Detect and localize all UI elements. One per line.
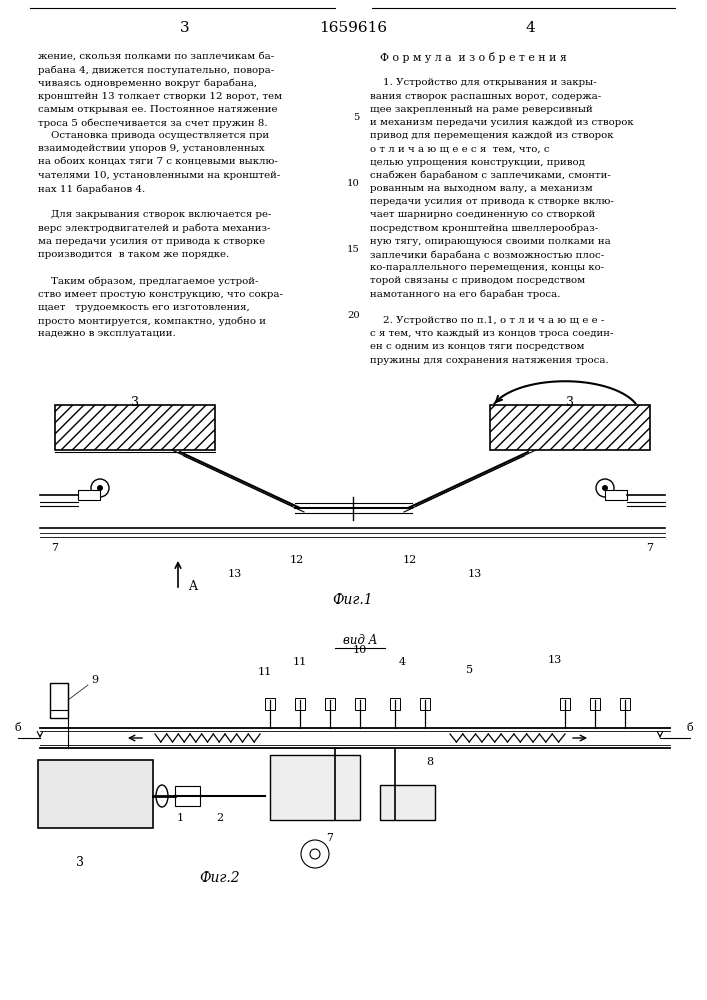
Text: 12: 12 <box>403 555 417 565</box>
Text: ен с одним из концов тяги посредством: ен с одним из концов тяги посредством <box>370 342 585 351</box>
Bar <box>380 785 435 820</box>
Text: торой связаны с приводом посредством: торой связаны с приводом посредством <box>370 276 585 285</box>
Text: 3: 3 <box>76 856 84 869</box>
Text: троса 5 обеспечивается за счет пружин 8.: троса 5 обеспечивается за счет пружин 8. <box>38 118 268 127</box>
Text: заплечики барабана с возможностью плос-: заплечики барабана с возможностью плос- <box>370 250 604 259</box>
Text: Фиг.1: Фиг.1 <box>333 593 373 607</box>
Text: A: A <box>188 580 197 593</box>
Text: снабжен барабаном с заплечиками, смонти-: снабжен барабаном с заплечиками, смонти- <box>370 171 611 180</box>
Text: ную тягу, опирающуюся своими полками на: ную тягу, опирающуюся своими полками на <box>370 237 611 246</box>
Bar <box>390 698 400 710</box>
Text: 15: 15 <box>347 244 360 253</box>
Text: 3: 3 <box>131 395 139 408</box>
Bar <box>38 760 153 828</box>
Text: 9: 9 <box>91 675 98 685</box>
Text: просто монтируется, компактно, удобно и: просто монтируется, компактно, удобно и <box>38 316 266 326</box>
Text: Для закрывания створок включается ре-: Для закрывания створок включается ре- <box>38 210 271 219</box>
Text: 1: 1 <box>177 813 184 823</box>
Bar <box>605 490 627 500</box>
Text: чиваясь одновременно вокруг барабана,: чиваясь одновременно вокруг барабана, <box>38 78 257 88</box>
Text: 7: 7 <box>52 543 59 553</box>
Text: привод для перемещения каждой из створок: привод для перемещения каждой из створок <box>370 131 614 140</box>
Text: производится  в таком же порядке.: производится в таком же порядке. <box>38 250 229 259</box>
Ellipse shape <box>602 485 608 491</box>
Text: щает   трудоемкость его изготовления,: щает трудоемкость его изготовления, <box>38 303 250 312</box>
Text: намотанного на его барабан троса.: намотанного на его барабан троса. <box>370 290 561 299</box>
Text: ко-параллельного перемещения, концы ко-: ко-параллельного перемещения, концы ко- <box>370 263 604 272</box>
Bar <box>490 405 650 450</box>
Text: пружины для сохранения натяжения троса.: пружины для сохранения натяжения троса. <box>370 356 609 365</box>
Text: на обоих концах тяги 7 с концевыми выклю-: на обоих концах тяги 7 с концевыми выклю… <box>38 158 278 167</box>
Text: Фиг.2: Фиг.2 <box>199 871 240 885</box>
Text: передачи усилия от привода к створке вклю-: передачи усилия от привода к створке вкл… <box>370 197 614 206</box>
Text: 20: 20 <box>347 310 360 320</box>
Text: 2: 2 <box>216 813 223 823</box>
Text: 2. Устройство по п.1, о т л и ч а ю щ е е -: 2. Устройство по п.1, о т л и ч а ю щ е … <box>370 316 604 325</box>
Bar <box>78 490 100 500</box>
Text: 1659616: 1659616 <box>319 21 387 35</box>
Text: самым открывая ее. Постоянное натяжение: самым открывая ее. Постоянное натяжение <box>38 105 278 114</box>
Bar <box>620 698 630 710</box>
Text: 11: 11 <box>258 667 272 677</box>
Text: вид A: вид A <box>343 634 377 647</box>
Text: б: б <box>15 723 21 733</box>
Bar <box>560 698 570 710</box>
Text: нах 11 барабанов 4.: нах 11 барабанов 4. <box>38 184 145 194</box>
Text: жение, скользя полками по заплечикам ба-: жение, скользя полками по заплечикам ба- <box>38 52 274 61</box>
Text: 5: 5 <box>467 665 474 675</box>
Text: Остановка привода осуществляется при: Остановка привода осуществляется при <box>38 131 269 140</box>
Text: посредством кронштейна швеллерообраз-: посредством кронштейна швеллерообраз- <box>370 224 598 233</box>
Text: и механизм передачи усилия каждой из створок: и механизм передачи усилия каждой из ств… <box>370 118 633 127</box>
Text: 13: 13 <box>228 569 242 579</box>
Text: б: б <box>686 723 694 733</box>
Text: 11: 11 <box>293 657 307 667</box>
Text: 12: 12 <box>290 555 304 565</box>
Text: 1. Устройство для открывания и закры-: 1. Устройство для открывания и закры- <box>370 78 597 87</box>
Text: верс электродвигателей и работа механиз-: верс электродвигателей и работа механиз- <box>38 224 271 233</box>
Text: с я тем, что каждый из концов троса соедин-: с я тем, что каждый из концов троса соед… <box>370 329 614 338</box>
Ellipse shape <box>97 485 103 491</box>
Bar <box>325 698 335 710</box>
Bar <box>590 698 600 710</box>
Text: 4: 4 <box>525 21 535 35</box>
Bar <box>295 698 305 710</box>
Text: 7: 7 <box>646 543 653 553</box>
Ellipse shape <box>156 785 168 807</box>
Bar <box>50 683 68 718</box>
Bar <box>55 405 215 450</box>
Bar <box>355 698 365 710</box>
Text: Таким образом, предлагаемое устрой-: Таким образом, предлагаемое устрой- <box>38 276 259 286</box>
Bar <box>420 698 430 710</box>
Text: 5: 5 <box>354 112 360 121</box>
Text: 3: 3 <box>180 21 189 35</box>
Text: чателями 10, установленными на кронштей-: чателями 10, установленными на кронштей- <box>38 171 281 180</box>
Bar <box>270 755 360 820</box>
Text: 13: 13 <box>548 655 562 665</box>
Bar <box>265 698 275 710</box>
Text: 10: 10 <box>353 645 367 655</box>
Text: 8: 8 <box>426 757 433 767</box>
Text: ма передачи усилия от привода к створке: ма передачи усилия от привода к створке <box>38 237 265 246</box>
Text: взаимодействии упоров 9, установленных: взаимодействии упоров 9, установленных <box>38 144 264 153</box>
Text: вания створок распашных ворот, содержа-: вания створок распашных ворот, содержа- <box>370 92 601 101</box>
Text: рованным на выходном валу, а механизм: рованным на выходном валу, а механизм <box>370 184 592 193</box>
Text: Ф о р м у л а  и з о б р е т е н и я: Ф о р м у л а и з о б р е т е н и я <box>380 52 567 63</box>
Text: кронштейн 13 толкает створки 12 ворот, тем: кронштейн 13 толкает створки 12 ворот, т… <box>38 92 282 101</box>
Text: щее закрепленный на раме реверсивный: щее закрепленный на раме реверсивный <box>370 105 592 114</box>
Text: целью упрощения конструкции, привод: целью упрощения конструкции, привод <box>370 158 585 167</box>
Text: 13: 13 <box>468 569 482 579</box>
Text: ство имеет простую конструкцию, что сокра-: ство имеет простую конструкцию, что сокр… <box>38 290 283 299</box>
Text: чает шарнирно соединенную со створкой: чает шарнирно соединенную со створкой <box>370 210 595 219</box>
Text: рабана 4, движется поступательно, повора-: рабана 4, движется поступательно, повора… <box>38 65 274 75</box>
Text: о т л и ч а ю щ е е с я  тем, что, с: о т л и ч а ю щ е е с я тем, что, с <box>370 144 549 153</box>
Text: 3: 3 <box>566 395 574 408</box>
Bar <box>175 786 200 806</box>
Text: 4: 4 <box>399 657 406 667</box>
Text: надежно в эксплуатации.: надежно в эксплуатации. <box>38 329 176 338</box>
Text: 10: 10 <box>347 178 360 188</box>
Text: 7: 7 <box>327 833 334 843</box>
